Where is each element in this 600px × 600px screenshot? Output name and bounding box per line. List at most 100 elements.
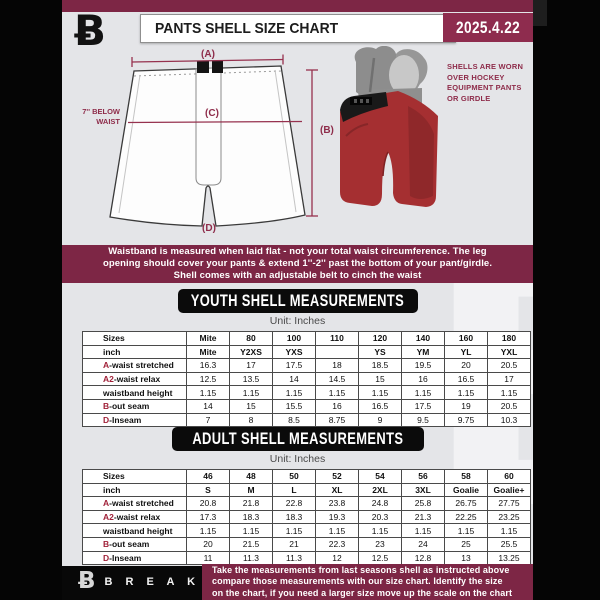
value-cell: 17.5 — [401, 398, 445, 414]
value-cell: 26.75 — [444, 496, 488, 511]
belt-buckle-right — [212, 61, 223, 73]
table-row: B-out seam 14 15 15.5 16 16.5 17.5 19 20.5 — [82, 398, 531, 414]
waistband-info-banner: Waistband is measured when laid flat - n… — [62, 245, 533, 283]
waist-note-line2: WAIST — [96, 117, 120, 126]
value-cell: 21.5 — [229, 536, 273, 552]
value-cell: 1.15 — [358, 385, 402, 400]
header-cell: Mite — [186, 331, 230, 346]
header-cell: 60 — [487, 469, 531, 484]
measure-lines — [127, 54, 318, 217]
header-cell: 110 — [315, 331, 359, 346]
row-label-prefix: D — [103, 552, 110, 563]
value-cell: 12 — [315, 550, 359, 566]
value-cell: 21.3 — [401, 509, 445, 525]
value-cell: 7 — [186, 412, 230, 428]
value-cell: 13.5 — [229, 371, 273, 387]
waist-note-line1: 7'' BELOW — [82, 107, 121, 116]
value-cell: 13 — [444, 550, 488, 566]
page-title: PANTS SHELL SIZE CHART — [155, 20, 339, 37]
value-cell: 17 — [229, 358, 273, 373]
value-cell: 13.25 — [487, 550, 531, 566]
header-cell: 160 — [444, 331, 488, 346]
value-cell: 25.8 — [401, 496, 445, 511]
belt-buckle-left — [197, 61, 209, 73]
header-cell: YXL — [487, 344, 531, 360]
red-shell-graphic — [340, 91, 438, 207]
measure-label-b: (B) — [320, 125, 334, 136]
value-cell: 17.5 — [272, 358, 316, 373]
header-cell: 54 — [358, 469, 402, 484]
header-cell: 2XL — [358, 482, 402, 498]
header-cell: 100 — [272, 331, 316, 346]
date-badge: 2025.4.22 — [443, 13, 533, 42]
value-cell: 1.15 — [186, 523, 230, 538]
row-label-prefix: D — [103, 414, 110, 425]
value-cell: 21 — [272, 536, 316, 552]
right-seam — [274, 69, 297, 213]
value-cell: 9 — [358, 412, 402, 428]
header-cell: YS — [358, 344, 402, 360]
value-cell: 18.3 — [229, 509, 273, 525]
value-cell: 17 — [487, 371, 531, 387]
value-cell: 16 — [315, 398, 359, 414]
measure-label-c: (C) — [205, 108, 219, 119]
header-cell: Goalie+ — [487, 482, 531, 498]
fly-panel — [195, 66, 222, 186]
value-cell: 1.15 — [229, 523, 273, 538]
header-cell: 80 — [229, 331, 273, 346]
value-cell: 20.5 — [487, 398, 531, 414]
row-label: A2-waist relax — [82, 509, 187, 525]
table-row: B-out seam 20 21.5 21 22.3 23 24 25 25.5 — [82, 536, 531, 552]
row-label: A-waist stretched — [82, 358, 187, 373]
value-cell: 23.25 — [487, 509, 531, 525]
header-cell: 50 — [272, 469, 316, 484]
header-cell: YL — [444, 344, 488, 360]
row-label-prefix: A — [103, 498, 110, 509]
youth-unit-label: Unit: Inches — [269, 315, 326, 327]
adult-measurements-table: Sizes 46 48 50 52 54 56 58 60 inch S M L XL 2XL 3XL Goal… — [82, 469, 531, 566]
value-cell: 14.5 — [315, 371, 359, 387]
header-cell: 52 — [315, 469, 359, 484]
value-cell: 14 — [186, 398, 230, 414]
header-cell: 120 — [358, 331, 402, 346]
content-area: B Ƀ PANTS SHELL SIZE CHART 2025.4.22 — [62, 0, 533, 600]
value-cell: 17.3 — [186, 509, 230, 525]
shell-photo-illustration — [340, 46, 438, 207]
value-cell: 14 — [272, 371, 316, 387]
header-cell: XL — [315, 482, 359, 498]
value-cell: 1.15 — [401, 385, 445, 400]
value-cell: 22.3 — [315, 536, 359, 552]
measure-label-a: (A) — [201, 49, 215, 60]
breakaway-logo-icon-footer: Ƀ — [78, 568, 96, 594]
value-cell: 23.8 — [315, 496, 359, 511]
value-cell: 19 — [444, 398, 488, 414]
value-cell: 22.25 — [444, 509, 488, 525]
value-cell: 18 — [315, 358, 359, 373]
value-cell: 8 — [229, 412, 273, 428]
value-cell: 8.75 — [315, 412, 359, 428]
value-cell: 1.15 — [186, 385, 230, 400]
corner-strip — [533, 0, 547, 26]
value-cell: 16.5 — [444, 371, 488, 387]
value-cell: 12.5 — [186, 371, 230, 387]
value-cell: 19.3 — [315, 509, 359, 525]
row-label: B-out seam — [82, 398, 187, 414]
header-cell: 58 — [444, 469, 488, 484]
pants-measurement-diagram: (A) (B) (C) (D) 7'' BELOW WAIST — [82, 49, 334, 234]
measure-label-d: (D) — [202, 223, 216, 234]
header-cell: Mite — [186, 344, 230, 360]
value-cell: 21.8 — [229, 496, 273, 511]
value-cell: 20 — [186, 536, 230, 552]
header-cell: inch — [82, 482, 187, 498]
header-cell: YXS — [272, 344, 316, 360]
breakaway-logo-icon: Ƀ — [74, 6, 107, 55]
youth-section-title: YOUTH SHELL MEASUREMENTS — [177, 289, 418, 313]
value-cell: 1.15 — [272, 523, 316, 538]
value-cell: 23 — [358, 536, 402, 552]
value-cell: 12.8 — [401, 550, 445, 566]
row-label: D-Inseam — [82, 412, 187, 428]
page-title-box: PANTS SHELL SIZE CHART — [140, 14, 456, 43]
table-row: waistband height 1.15 1.15 1.15 1.15 1.15 1.15… — [82, 385, 531, 400]
value-cell: 1.15 — [401, 523, 445, 538]
